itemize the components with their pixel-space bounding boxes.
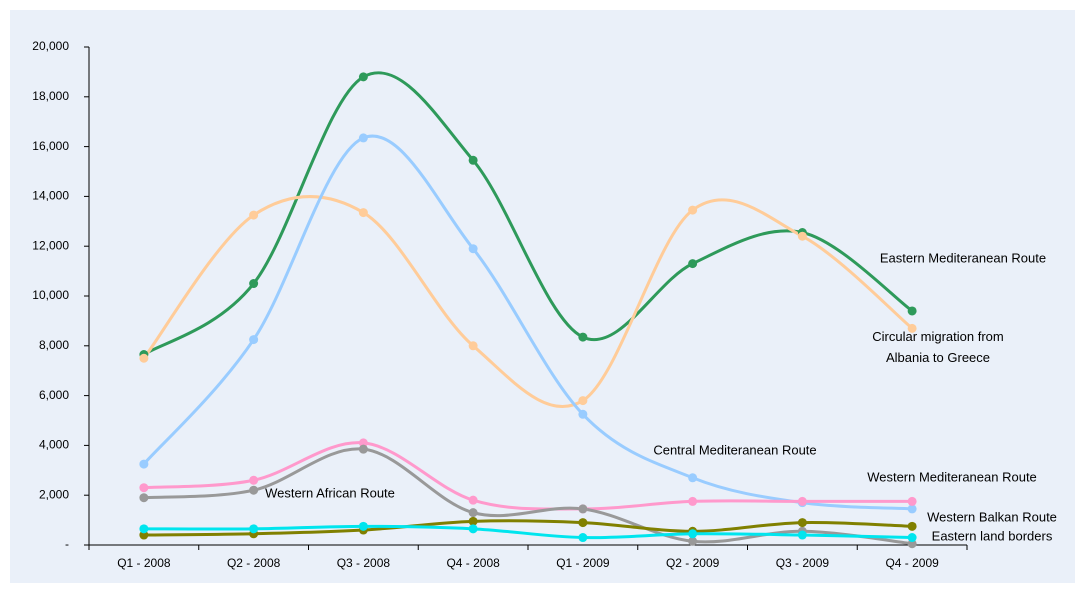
x-tick-label: Q1 - 2008 (117, 556, 171, 570)
data-point (907, 539, 917, 549)
y-tick-label: 16,000 (32, 139, 69, 153)
data-point (358, 208, 368, 218)
data-point (578, 332, 588, 342)
data-point (468, 495, 478, 505)
data-point (907, 533, 917, 543)
series-label: Western Balkan Route (927, 509, 1057, 525)
data-point (468, 516, 478, 526)
y-tick-label: 10,000 (32, 288, 69, 302)
y-tick-label: 4,000 (39, 438, 69, 452)
data-point (249, 485, 259, 495)
x-tick-label: Q1 - 2009 (556, 556, 610, 570)
data-point (688, 259, 698, 269)
data-point (688, 529, 698, 539)
data-point (578, 409, 588, 419)
x-tick-label: Q2 - 2008 (227, 556, 281, 570)
series-label: Circular migration from Albania to Greec… (872, 329, 1004, 365)
data-point (468, 155, 478, 165)
data-point (688, 496, 698, 506)
series-line (142, 134, 913, 511)
y-tick-label: 2,000 (39, 487, 69, 501)
series-label: Central Mediteranean Route (653, 442, 817, 458)
y-tick-label: 12,000 (32, 238, 69, 252)
data-point (139, 530, 149, 540)
data-point (578, 518, 588, 528)
data-point (578, 396, 588, 406)
y-tick-label: 18,000 (32, 89, 69, 103)
data-point (358, 444, 368, 454)
data-point (578, 533, 588, 543)
data-point (797, 518, 807, 528)
data-point (907, 504, 917, 514)
y-tick-label: 20,000 (32, 39, 69, 53)
data-point (358, 133, 368, 143)
y-tick-label: 14,000 (32, 189, 69, 203)
data-point (468, 341, 478, 351)
y-tick-label: 8,000 (39, 338, 69, 352)
data-point (139, 524, 149, 534)
data-point (249, 210, 259, 220)
series-label: Eastern Mediteranean Route (879, 250, 1047, 266)
series-line (143, 524, 913, 540)
data-point (468, 508, 478, 518)
data-point (139, 353, 149, 363)
data-point (797, 530, 807, 540)
data-point (688, 536, 698, 546)
data-point (249, 335, 259, 345)
data-point (139, 483, 149, 493)
data-point (249, 475, 259, 485)
data-point (578, 504, 588, 514)
x-tick-label: Q3 - 2009 (776, 556, 830, 570)
data-point (907, 496, 917, 506)
x-tick-label: Q4 - 2008 (446, 556, 500, 570)
data-point (907, 521, 917, 531)
series-label: Western Mediteranean Route (867, 469, 1037, 485)
series-label: Western African Route (265, 485, 395, 501)
series-line (142, 195, 914, 408)
data-point (468, 524, 478, 534)
data-point (907, 323, 917, 333)
x-tick-label: Q2 - 2009 (666, 556, 720, 570)
data-point (358, 521, 368, 531)
data-point (468, 244, 478, 254)
series-line (143, 447, 913, 546)
y-tick-label: - (65, 537, 69, 551)
y-tick-label: 6,000 (39, 388, 69, 402)
data-point (907, 306, 917, 316)
series-line (143, 71, 913, 356)
series-label: Eastern land borders (931, 528, 1053, 544)
x-tick-label: Q3 - 2008 (337, 556, 391, 570)
series-line (143, 441, 913, 511)
data-point (139, 493, 149, 503)
data-point (688, 205, 698, 215)
data-point (797, 496, 807, 506)
data-point (139, 459, 149, 469)
x-tick-label: Q4 - 2009 (885, 556, 939, 570)
data-point (688, 473, 698, 483)
data-point (249, 279, 259, 289)
data-point (358, 438, 368, 448)
data-point (797, 231, 807, 241)
series-line (143, 519, 913, 537)
data-point (358, 72, 368, 82)
data-point (249, 524, 259, 534)
